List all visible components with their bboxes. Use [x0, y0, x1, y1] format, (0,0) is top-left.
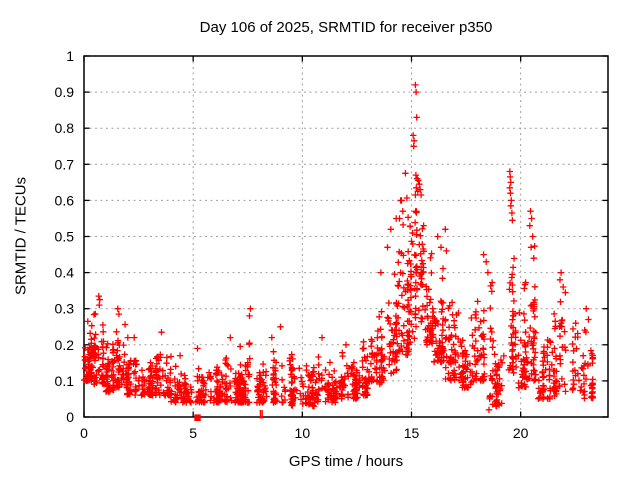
- scatter-points: [81, 81, 596, 413]
- x-tick-label: 5: [189, 425, 197, 441]
- y-tick-label: 0.5: [55, 229, 75, 245]
- y-tick-label: 0.4: [55, 265, 75, 281]
- chart-title: Day 106 of 2025, SRMTID for receiver p35…: [199, 19, 493, 36]
- y-tick-label: 1: [66, 48, 74, 64]
- y-tick-label: 0.7: [55, 156, 75, 172]
- x-tick-label: 10: [295, 425, 311, 441]
- y-tick-label: 0.1: [55, 373, 75, 389]
- x-axis-label: GPS time / hours: [288, 453, 404, 470]
- x-tick-label: 15: [404, 425, 420, 441]
- y-tick-label: 0: [66, 409, 74, 425]
- y-tick-label: 0.6: [55, 192, 75, 208]
- x-tick-label: 20: [513, 425, 529, 441]
- zero-square-marker: [194, 414, 201, 421]
- x-tick-label: 0: [80, 425, 88, 441]
- y-tick-label: 0.8: [55, 120, 75, 136]
- y-tick-label: 0.9: [55, 84, 75, 100]
- y-tick-label: 0.3: [55, 301, 75, 317]
- y-tick-label: 0.2: [55, 337, 75, 353]
